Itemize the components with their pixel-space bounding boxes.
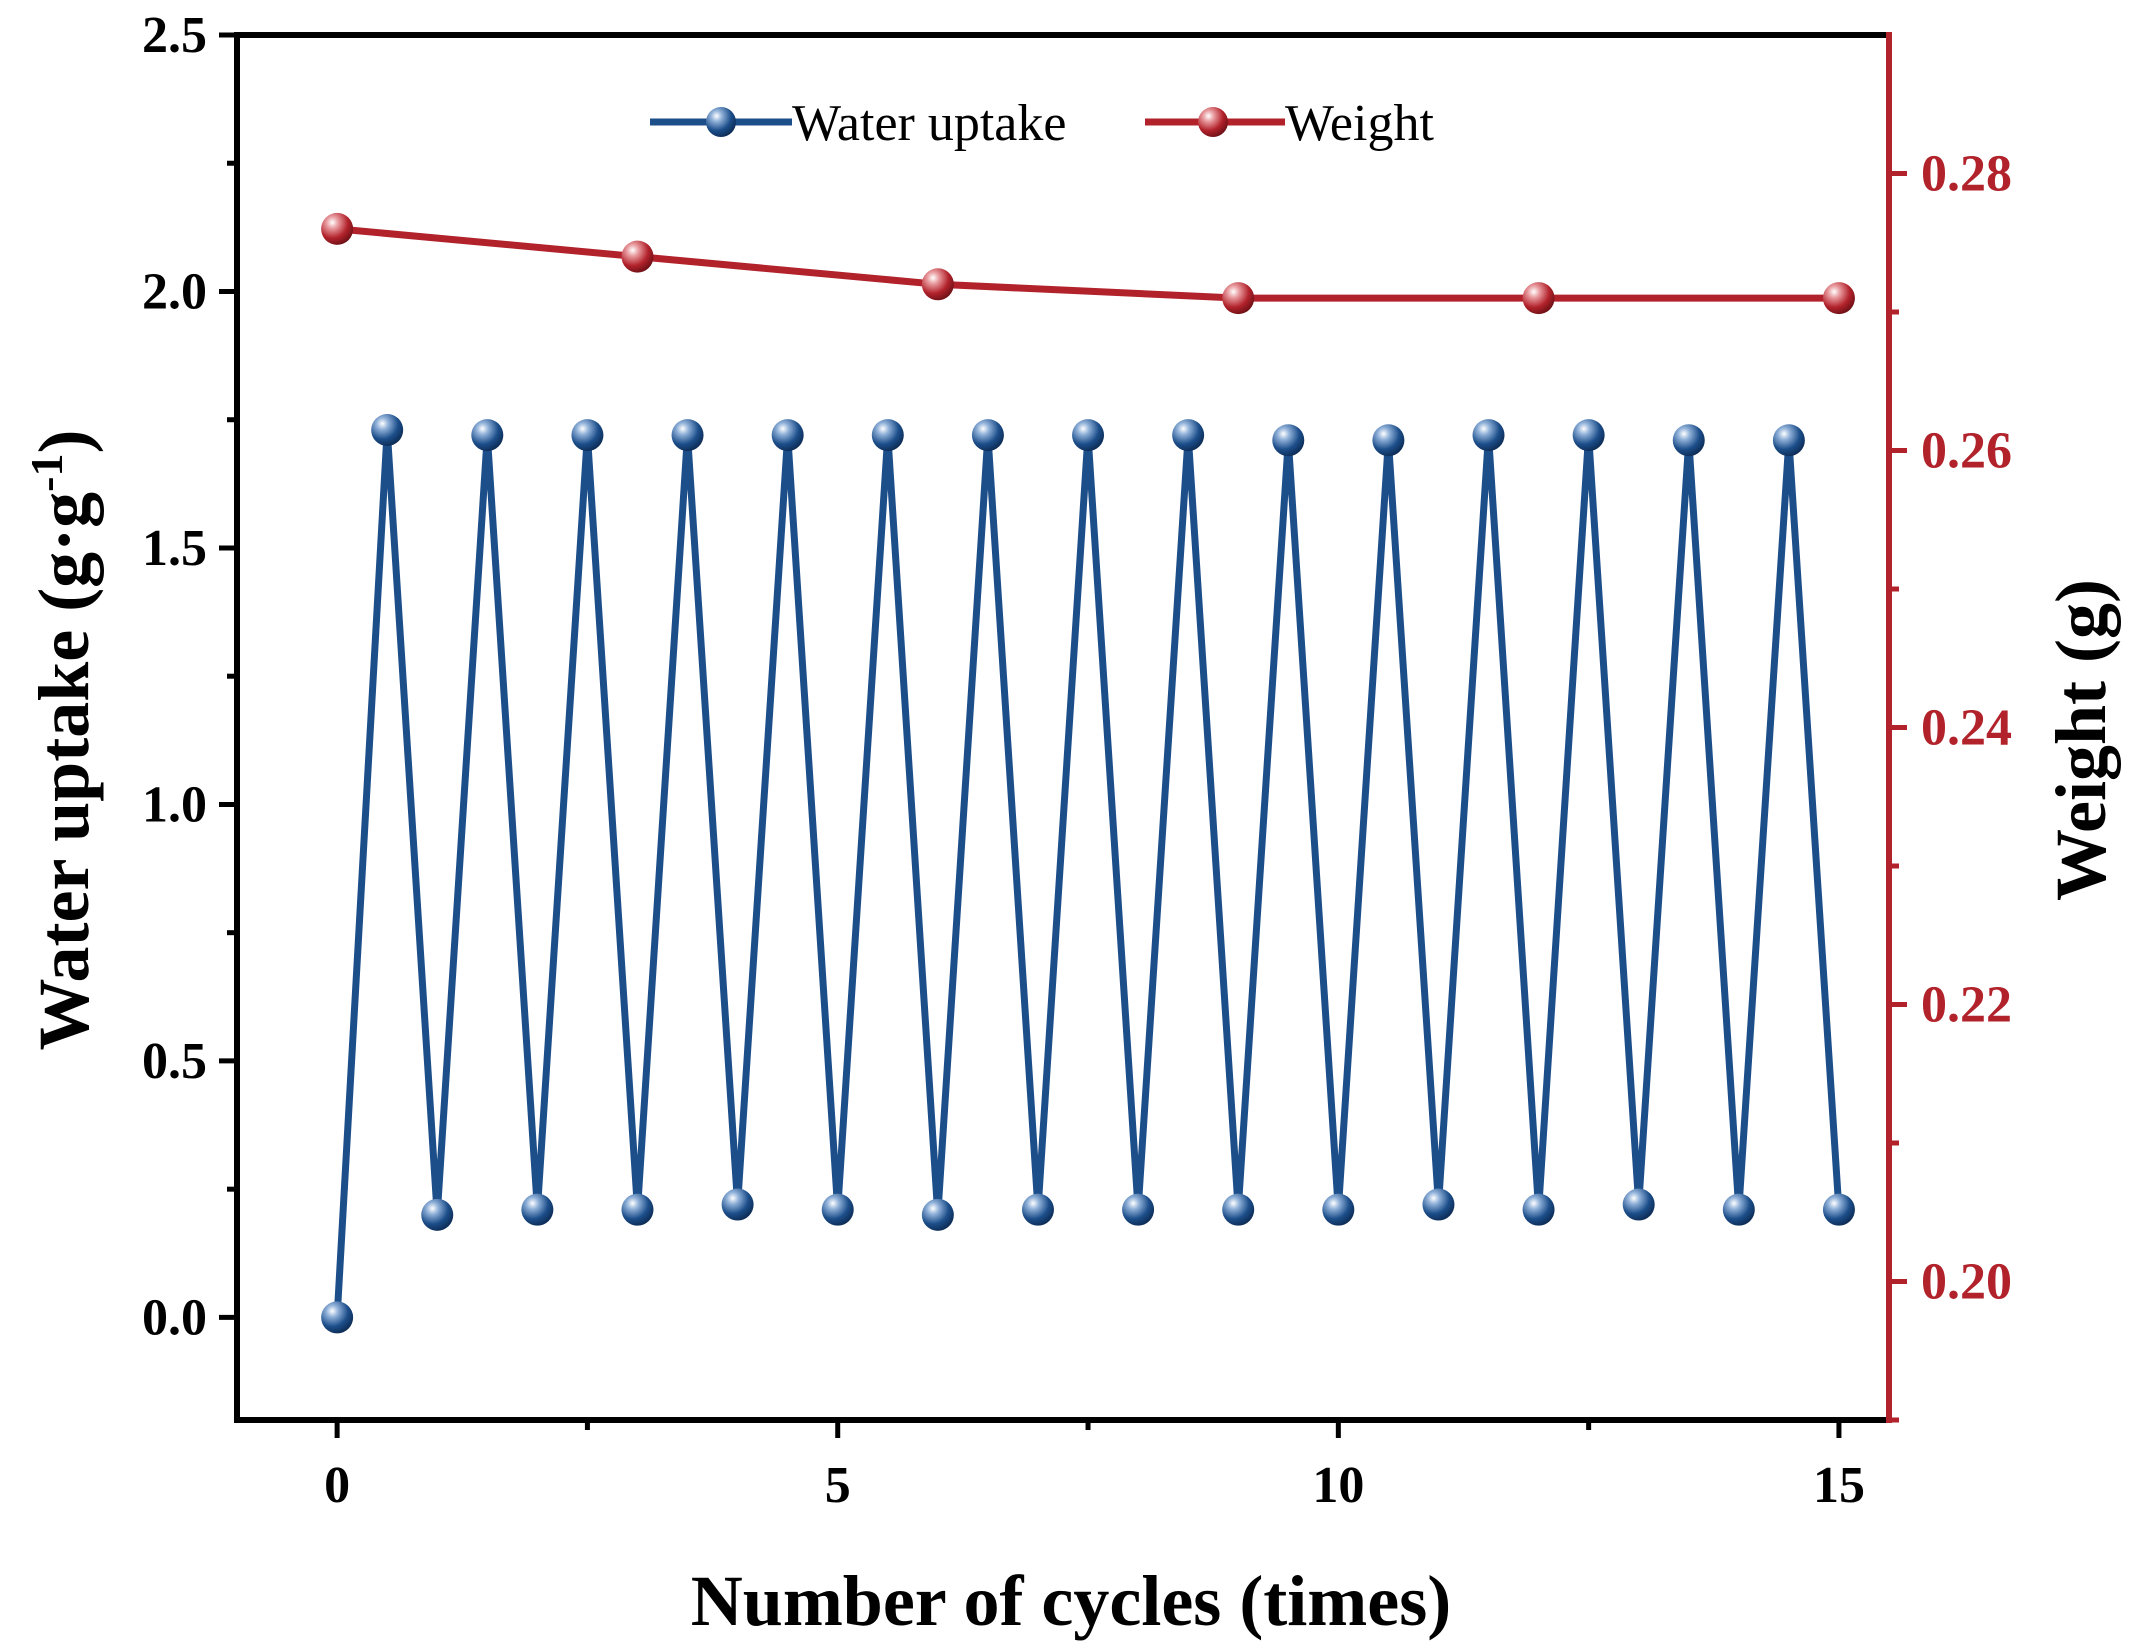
water-uptake-point-8 (721, 1188, 754, 1221)
x-tick-label-15: 15 (1813, 1457, 1865, 1514)
weight-line (336, 225, 1839, 302)
water-uptake-point-30 (1822, 1193, 1855, 1226)
y-axis-right-title: Weight (g) (2041, 579, 2121, 901)
legend-marker-water-uptake (706, 107, 736, 137)
water-uptake-point-9 (771, 419, 804, 452)
water-uptake-point-18 (1222, 1193, 1255, 1226)
water-uptake-point-24 (1522, 1193, 1555, 1226)
water-uptake-point-5 (571, 419, 604, 452)
weight-point-0 (321, 212, 354, 245)
water-uptake-point-4 (521, 1193, 554, 1226)
y-tick-label-0.5: 0.5 (142, 1033, 207, 1090)
y2-tick-label-0.22: 0.22 (1921, 977, 2012, 1034)
y-axis-left-title-main: Water uptake (g·g (24, 492, 104, 1051)
water-uptake-point-25 (1572, 419, 1605, 452)
water-uptake-point-21 (1372, 424, 1405, 457)
y-axis-left-title-end: ) (24, 430, 104, 454)
y2-tick-label-0.26: 0.26 (1921, 423, 2012, 480)
legend-label-water-uptake: Water uptake (792, 95, 1066, 152)
y-tick-label-1.5: 1.5 (142, 520, 207, 577)
x-tick-label-0: 0 (324, 1457, 350, 1514)
weight-point-5 (1822, 282, 1855, 315)
water-uptake-point-23 (1472, 419, 1505, 452)
water-uptake-point-22 (1422, 1188, 1455, 1221)
water-uptake-point-10 (821, 1193, 854, 1226)
y-tick-label-2.5: 2.5 (142, 7, 207, 64)
weight-point-2 (921, 268, 954, 301)
water-uptake-point-7 (671, 419, 704, 452)
water-uptake-point-0 (321, 1301, 354, 1334)
y2-tick-label-0.20: 0.20 (1921, 1254, 2012, 1311)
legend-marker-weight (1198, 107, 1228, 137)
water-uptake-point-19 (1272, 424, 1305, 457)
axes (234, 32, 1892, 1423)
x-tick-label-10: 10 (1312, 1457, 1364, 1514)
water-uptake-point-11 (871, 419, 904, 452)
water-uptake-point-16 (1122, 1193, 1155, 1226)
y-tick-label-0.0: 0.0 (142, 1289, 207, 1346)
water-uptake-point-27 (1672, 424, 1705, 457)
x-axis-title: Number of cycles (times) (691, 1561, 1451, 1641)
y2-tick-label-0.24: 0.24 (1921, 700, 2012, 757)
weight-point-1 (621, 240, 654, 273)
water-uptake-point-3 (471, 419, 504, 452)
water-uptake-point-20 (1322, 1193, 1355, 1226)
water-uptake-point-29 (1772, 424, 1805, 457)
water-uptake-point-28 (1722, 1193, 1755, 1226)
weight-point-3 (1222, 282, 1255, 315)
y-axis-left-title-superscript: -1 (21, 453, 72, 491)
series (321, 212, 1855, 1334)
legend-label-weight: Weight (1285, 95, 1434, 152)
water-uptake-point-6 (621, 1193, 654, 1226)
water-uptake-point-26 (1622, 1188, 1655, 1221)
y-axis-left-title: Water uptake (g·g-1) (21, 430, 104, 1051)
ticks: 0 5 10 15 0.0 0.5 1.0 1.5 2.0 2.5 0.20 0.22 0.24 0.26… (142, 7, 2012, 1514)
water-uptake-point-15 (1072, 419, 1105, 452)
water-uptake-point-12 (921, 1198, 954, 1231)
water-uptake-point-13 (971, 419, 1004, 452)
y-tick-label-2.0: 2.0 (142, 263, 207, 320)
legend: Water uptake Weight (650, 95, 1434, 152)
weight-point-4 (1522, 282, 1555, 315)
y-tick-label-1.0: 1.0 (142, 776, 207, 833)
water-uptake-point-2 (421, 1198, 454, 1231)
x-tick-label-5: 5 (825, 1457, 851, 1514)
water-uptake-point-17 (1172, 419, 1205, 452)
y2-tick-label-0.28: 0.28 (1921, 146, 2012, 203)
water-uptake-point-1 (371, 413, 404, 446)
water-uptake-point-14 (1021, 1193, 1054, 1226)
water-uptake-line (333, 426, 1843, 1318)
